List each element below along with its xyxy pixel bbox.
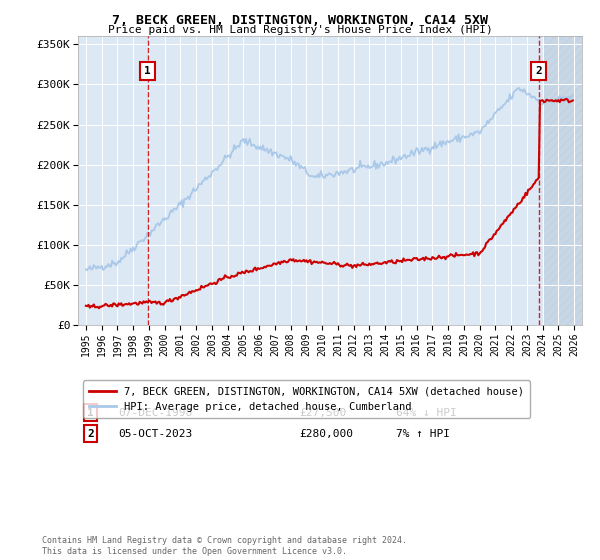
- Text: Price paid vs. HM Land Registry's House Price Index (HPI): Price paid vs. HM Land Registry's House …: [107, 25, 493, 35]
- Text: £27,500: £27,500: [300, 408, 347, 418]
- Text: 05-OCT-2023: 05-OCT-2023: [118, 429, 193, 439]
- Text: 2: 2: [87, 429, 94, 439]
- Text: 7% ↑ HPI: 7% ↑ HPI: [395, 429, 449, 439]
- Bar: [542, 36, 582, 325]
- Text: £280,000: £280,000: [300, 429, 354, 439]
- Text: Contains HM Land Registry data © Crown copyright and database right 2024.
This d: Contains HM Land Registry data © Crown c…: [42, 536, 407, 556]
- Legend: 7, BECK GREEN, DISTINGTON, WORKINGTON, CA14 5XW (detached house), HPI: Average p: 7, BECK GREEN, DISTINGTON, WORKINGTON, C…: [83, 380, 530, 418]
- Text: 07-DEC-1998: 07-DEC-1998: [118, 408, 193, 418]
- Text: 1: 1: [87, 408, 94, 418]
- Text: 1: 1: [144, 66, 151, 76]
- Text: 7, BECK GREEN, DISTINGTON, WORKINGTON, CA14 5XW: 7, BECK GREEN, DISTINGTON, WORKINGTON, C…: [112, 14, 488, 27]
- Text: 64% ↓ HPI: 64% ↓ HPI: [395, 408, 456, 418]
- Text: 2: 2: [535, 66, 542, 76]
